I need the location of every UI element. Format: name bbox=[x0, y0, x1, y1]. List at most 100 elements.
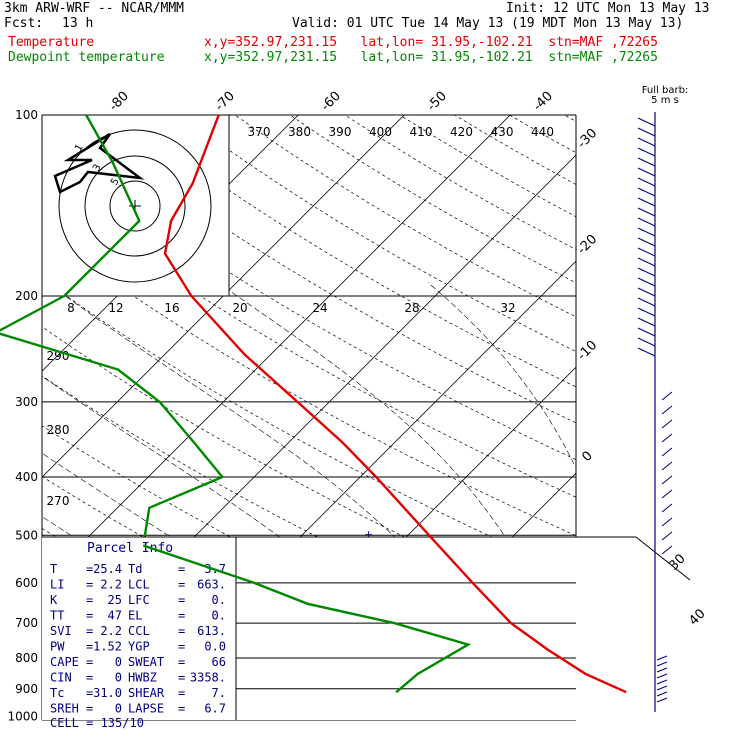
pressure-label: 200 bbox=[15, 289, 38, 303]
wind-barb bbox=[637, 257, 656, 267]
hodograph-ring bbox=[58, 129, 212, 283]
pressure-label: 600 bbox=[15, 576, 38, 590]
parcel-param-eq: = bbox=[86, 686, 93, 700]
wind-barb bbox=[637, 197, 656, 207]
wind-barb bbox=[637, 307, 656, 317]
parcel-param-value: 0 bbox=[115, 655, 122, 669]
wind-barb bbox=[661, 489, 673, 499]
wind-barb bbox=[637, 247, 656, 257]
parcel-param-eq: = bbox=[178, 686, 185, 700]
wind-barb bbox=[637, 267, 656, 277]
parcel-param-name: LAPSE bbox=[128, 702, 164, 716]
isotherm-line bbox=[42, 115, 418, 720]
isotherm-label: -30 bbox=[575, 126, 601, 152]
parcel-param-eq: = bbox=[86, 655, 93, 669]
wind-barb bbox=[656, 661, 668, 667]
parcel-param-eq: = bbox=[178, 655, 185, 669]
parcel-param-value: 0 bbox=[115, 702, 122, 716]
parcel-param-value: 6.7 bbox=[204, 702, 226, 716]
dewpoint-location: x,y=352.97,231.15 lat,lon= 31.95,-102.21… bbox=[204, 50, 658, 65]
parcel-param-eq: = bbox=[86, 624, 93, 638]
parcel-param-eq: = bbox=[86, 578, 93, 592]
parcel-param-eq: = bbox=[178, 609, 185, 623]
isotherm-label: 0 bbox=[579, 449, 595, 465]
parcel-param-name: SHEAR bbox=[128, 686, 165, 700]
hodograph-speed-label: 28 bbox=[404, 301, 419, 315]
parcel-param-value: 7. bbox=[212, 686, 226, 700]
parcel-param-value: 66 bbox=[212, 655, 226, 669]
wind-barb bbox=[661, 475, 673, 485]
theta-label: 280 bbox=[47, 423, 70, 437]
parcel-param-eq: = bbox=[178, 562, 185, 576]
hodograph-speed-label: 32 bbox=[500, 301, 515, 315]
isotherm-label: -80 bbox=[106, 89, 132, 115]
hodograph-speed-label: 12 bbox=[108, 301, 123, 315]
theta-e-label: 430 bbox=[491, 125, 514, 139]
parcel-param-name: LFC bbox=[128, 593, 150, 607]
parcel-param-name: LCL bbox=[128, 578, 150, 592]
parcel-param-value: 25.4 bbox=[93, 562, 122, 576]
parcel-param-eq: = bbox=[86, 609, 93, 623]
isotherm-label: -40 bbox=[530, 89, 556, 115]
wind-barb bbox=[637, 217, 656, 227]
pressure-label: 100 bbox=[15, 108, 38, 122]
parcel-param-name: Tc bbox=[50, 686, 64, 700]
wind-barb bbox=[661, 531, 673, 541]
parcel-param-name: TT bbox=[50, 609, 64, 623]
theta-e-label: 440 bbox=[531, 125, 554, 139]
wind-barb bbox=[637, 177, 656, 187]
wind-barb bbox=[661, 461, 673, 471]
isotherm-label: -60 bbox=[318, 89, 344, 115]
dry-adiabat bbox=[42, 115, 576, 720]
wind-barb bbox=[661, 545, 673, 555]
temperature-profile-lower bbox=[428, 534, 627, 694]
parcel-param-value: 2.2 bbox=[100, 624, 122, 638]
parcel-param-name: Td bbox=[128, 562, 142, 576]
wind-barb bbox=[637, 157, 656, 167]
wind-barb bbox=[637, 347, 656, 357]
wind-barb bbox=[656, 667, 668, 673]
wind-barb bbox=[637, 327, 656, 337]
pressure-label: 300 bbox=[15, 395, 38, 409]
dry-adiabat bbox=[619, 115, 740, 729]
forecast-label: Fcst: bbox=[4, 16, 44, 31]
parcel-param-name: PW bbox=[50, 640, 65, 654]
isotherm-line bbox=[42, 115, 524, 720]
hodograph-ring-label: 3 bbox=[91, 162, 104, 173]
parcel-param-value: 31.0 bbox=[93, 686, 122, 700]
hodograph: 135 bbox=[41, 114, 230, 297]
parcel-param-name: CAPE bbox=[50, 655, 79, 669]
wind-barb bbox=[637, 187, 656, 197]
hodograph-trace bbox=[53, 132, 145, 194]
hodograph-ring bbox=[109, 180, 161, 232]
wind-barb bbox=[637, 127, 656, 137]
parcel-param-eq: = bbox=[86, 593, 93, 607]
wind-barb bbox=[637, 227, 656, 237]
wind-barb bbox=[637, 277, 656, 287]
parcel-param-eq: = bbox=[178, 671, 185, 685]
parcel-param-name: SREH bbox=[50, 702, 79, 716]
theta-e-label: 420 bbox=[450, 125, 473, 139]
wind-barb bbox=[661, 517, 673, 527]
hodograph-ring bbox=[84, 155, 186, 257]
model-title: 3km ARW-WRF -- NCAR/MMM bbox=[4, 1, 185, 16]
wind-barb bbox=[637, 137, 656, 147]
wind-barb bbox=[637, 287, 656, 297]
wind-barb bbox=[656, 655, 668, 661]
pressure-label: 400 bbox=[15, 470, 38, 484]
parcel-param-eq: = bbox=[178, 624, 185, 638]
parcel-param-name: T bbox=[50, 562, 57, 576]
parcel-param-name: HWBZ bbox=[128, 671, 157, 685]
wind-barb bbox=[661, 405, 673, 415]
wind-barb bbox=[656, 673, 668, 679]
pressure-label: 900 bbox=[15, 682, 38, 696]
barb-legend-unit: 5 m s bbox=[651, 95, 679, 106]
hodograph-speed-label: 20 bbox=[232, 301, 247, 315]
hodograph-speed-label: 16 bbox=[164, 301, 179, 315]
hodograph-ring-label: 5 bbox=[109, 176, 122, 187]
parcel-param-eq: = bbox=[86, 562, 93, 576]
isotherm-label: -50 bbox=[424, 89, 450, 115]
wind-barb bbox=[637, 117, 656, 127]
parcel-param-value: 2.2 bbox=[100, 578, 122, 592]
